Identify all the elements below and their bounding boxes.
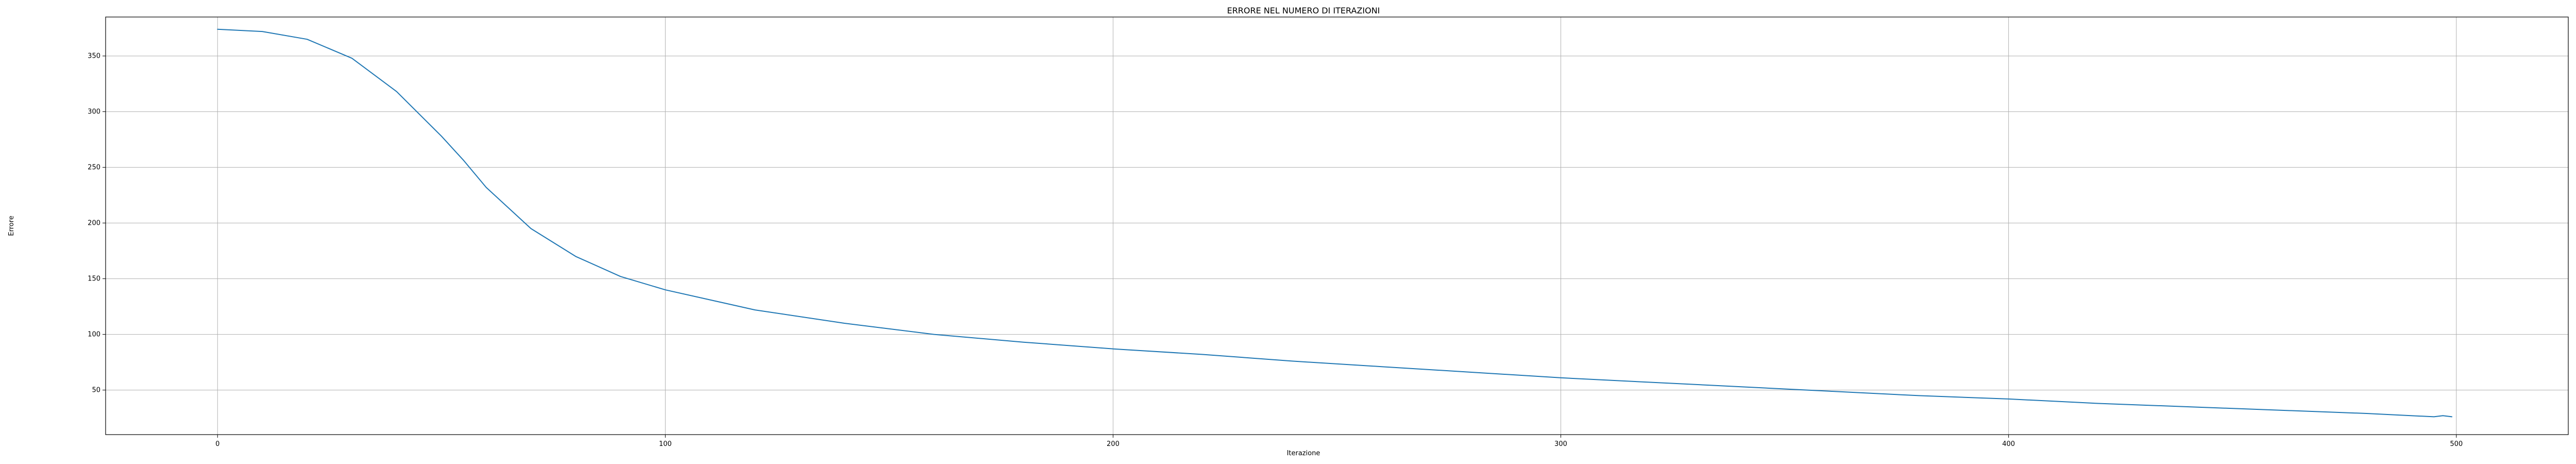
x-tick-label: 100 xyxy=(659,440,672,448)
plot-frame xyxy=(105,16,2569,435)
x-axis-label: Iterazione xyxy=(1287,450,1320,457)
x-tick-label: 500 xyxy=(2450,440,2463,448)
x-tick-label: 0 xyxy=(215,440,219,448)
x-tick-label: 400 xyxy=(2002,440,2015,448)
y-tick-label: 200 xyxy=(88,220,100,227)
grid xyxy=(106,17,2568,435)
x-tick-label: 300 xyxy=(1554,440,1567,448)
x-tick-label: 200 xyxy=(1107,440,1120,448)
y-tick-label: 350 xyxy=(88,53,100,60)
series-layer xyxy=(217,28,2452,418)
y-tick-label: 300 xyxy=(88,108,100,116)
y-tick-label: 100 xyxy=(88,331,100,339)
chart-title: ERRORE NEL NUMERO DI ITERAZIONI xyxy=(1227,6,1380,15)
series-line xyxy=(217,28,2452,418)
y-axis-label: Errore xyxy=(8,216,15,236)
y-tick-label: 250 xyxy=(88,164,100,172)
y-ticks: 50 100 150 200 250 300 350 xyxy=(88,53,106,394)
x-ticks: 0 100 200 300 400 500 xyxy=(215,435,2463,448)
y-tick-label: 150 xyxy=(88,275,100,283)
y-tick-label: 50 xyxy=(92,387,100,394)
